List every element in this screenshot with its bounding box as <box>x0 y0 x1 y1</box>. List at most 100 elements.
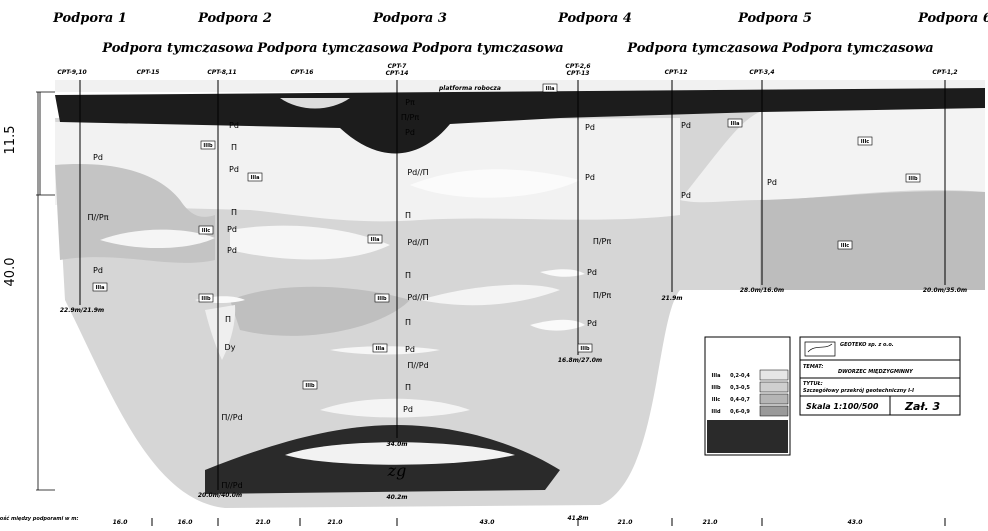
soil-label: Pd <box>403 405 413 414</box>
borehole-label: CPT-1,2 <box>932 69 957 76</box>
support-label: Podpora 6 <box>917 11 988 26</box>
soil-lens <box>320 398 470 418</box>
depth-label: 20.0m/40.0m <box>198 492 242 499</box>
depth-label: 28.0m/16.0m <box>740 287 784 294</box>
soil-code-box <box>577 343 593 353</box>
soil-code-box <box>727 118 743 128</box>
soil-code-box <box>857 136 873 146</box>
surface-fill <box>55 80 985 92</box>
depth-label: 34.0m <box>386 441 407 448</box>
soil-label: Pd <box>93 153 103 162</box>
soil-label: Pd <box>585 123 595 132</box>
soil-label: Π <box>405 383 411 392</box>
soil-code: IIIb <box>908 176 918 182</box>
soil-lens <box>410 169 580 198</box>
distance-label: 16.0 <box>113 519 128 526</box>
title-frame <box>799 336 961 416</box>
soil-code: IIIb <box>305 383 315 389</box>
support-label: Podpora 2 <box>197 11 272 26</box>
soil-label: Pd <box>93 266 103 275</box>
soil-label: Pd <box>681 121 691 130</box>
distance-label: 21.0 <box>256 519 271 526</box>
soil-label: Pd <box>681 191 691 200</box>
distances-caption: Odległość między podporami w m: <box>0 515 79 522</box>
soil-lens <box>205 305 236 360</box>
soil-label: Π/Pπ <box>401 113 420 122</box>
soil-label: Π//Pd <box>407 361 428 370</box>
soil-code: IIIa <box>96 285 105 291</box>
soil-label: Π <box>405 211 411 220</box>
support-label: Podpora 4 <box>557 11 632 26</box>
soil-code: IIIb <box>201 296 211 302</box>
legend-swatch <box>759 381 789 393</box>
soil-label: Π <box>231 208 237 217</box>
dimension-label: 40.0 <box>3 258 18 287</box>
borehole-label: CPT-12 <box>665 69 688 76</box>
title-block: GEOTEKO sp. z o.o. TEMAT: DWORZEC MIĘDZYGM… <box>799 336 961 416</box>
soil-lens <box>530 319 585 331</box>
soil-code: IIIc <box>202 228 211 234</box>
soil-label: Π//Pd <box>221 481 242 490</box>
depth-label: 16.8m/27.0m <box>558 357 602 364</box>
soil-code-box <box>247 172 263 182</box>
distance-label: 43.0 <box>480 519 495 526</box>
soil-label: Π <box>405 271 411 280</box>
soil-code: IIIa <box>731 121 740 127</box>
soil-code-box <box>372 343 388 353</box>
temporary-support-label: Podpora tymczasowa <box>256 41 408 56</box>
soil-label: Π <box>231 143 237 152</box>
soil-code-box <box>542 83 558 93</box>
legend-range: 0,6-0,9 <box>730 409 750 415</box>
legend-range: 0,2-0,4 <box>730 373 750 379</box>
soil-code: IIIb <box>580 346 590 352</box>
dimension-lines <box>36 91 55 491</box>
borehole-label: CPT-14 <box>386 70 409 77</box>
soil-code: IIIc <box>841 243 850 249</box>
soil-code-box <box>837 240 853 250</box>
depth-label: 40.2m <box>386 494 407 501</box>
borehole-label: CPT-15 <box>137 69 160 76</box>
soil-code-box <box>200 140 216 150</box>
borehole-label: CPT-16 <box>291 69 314 76</box>
support-label: Podpora 1 <box>52 11 127 26</box>
company-logo <box>804 341 836 357</box>
soil-label: Dy <box>225 343 236 352</box>
temporary-support-label: Podpora tymczasowa <box>101 41 253 56</box>
soil-layer <box>760 191 985 290</box>
soil-label: Pd <box>227 246 237 255</box>
soil-code-box <box>92 282 108 292</box>
legend-code: IIIc <box>712 397 721 403</box>
soil-code: IIIa <box>376 346 385 352</box>
borehole-label: CPT-8,11 <box>207 69 236 76</box>
boreholes <box>79 80 946 490</box>
soil-code: IIIb <box>203 143 213 149</box>
soil-label: Pd <box>405 345 415 354</box>
soil-lens <box>280 98 350 109</box>
company: GEOTEKO sp. z o.o. <box>840 342 894 348</box>
support-label: Podpora 5 <box>737 11 812 26</box>
distance-label: 16.0 <box>178 519 193 526</box>
distance-label: 43.0 <box>848 519 863 526</box>
soil-code-box <box>198 293 214 303</box>
soil-layer <box>230 286 410 336</box>
soil-label: Pd <box>229 121 239 130</box>
title: Szczegółowy przekrój geotechniczny I-I <box>803 387 914 394</box>
legend-code: IIIa <box>712 373 721 379</box>
soil-code: IIIa <box>371 237 380 243</box>
soil-code-box <box>905 173 921 183</box>
soil-lens <box>420 284 560 306</box>
soil-lens <box>100 229 215 249</box>
temporary-support-label: Podpora tymczasowa <box>411 41 563 56</box>
borehole-label: CPT-3,4 <box>749 69 774 76</box>
soil-code-box <box>367 234 383 244</box>
legend-range: 0,4-0,7 <box>730 397 750 403</box>
temporary-support-label: Podpora tymczasowa <box>626 41 778 56</box>
soil-label: Π/Pπ <box>593 237 612 246</box>
soil-label: Pπ <box>405 98 415 107</box>
depth-label: 22.9m/21.9m <box>60 307 104 314</box>
borehole-label: CPT-9,10 <box>57 69 86 76</box>
soil-label: Pd <box>585 173 595 182</box>
soil-label: Π <box>225 315 231 324</box>
legend-range: 0,3-0,5 <box>730 385 750 391</box>
